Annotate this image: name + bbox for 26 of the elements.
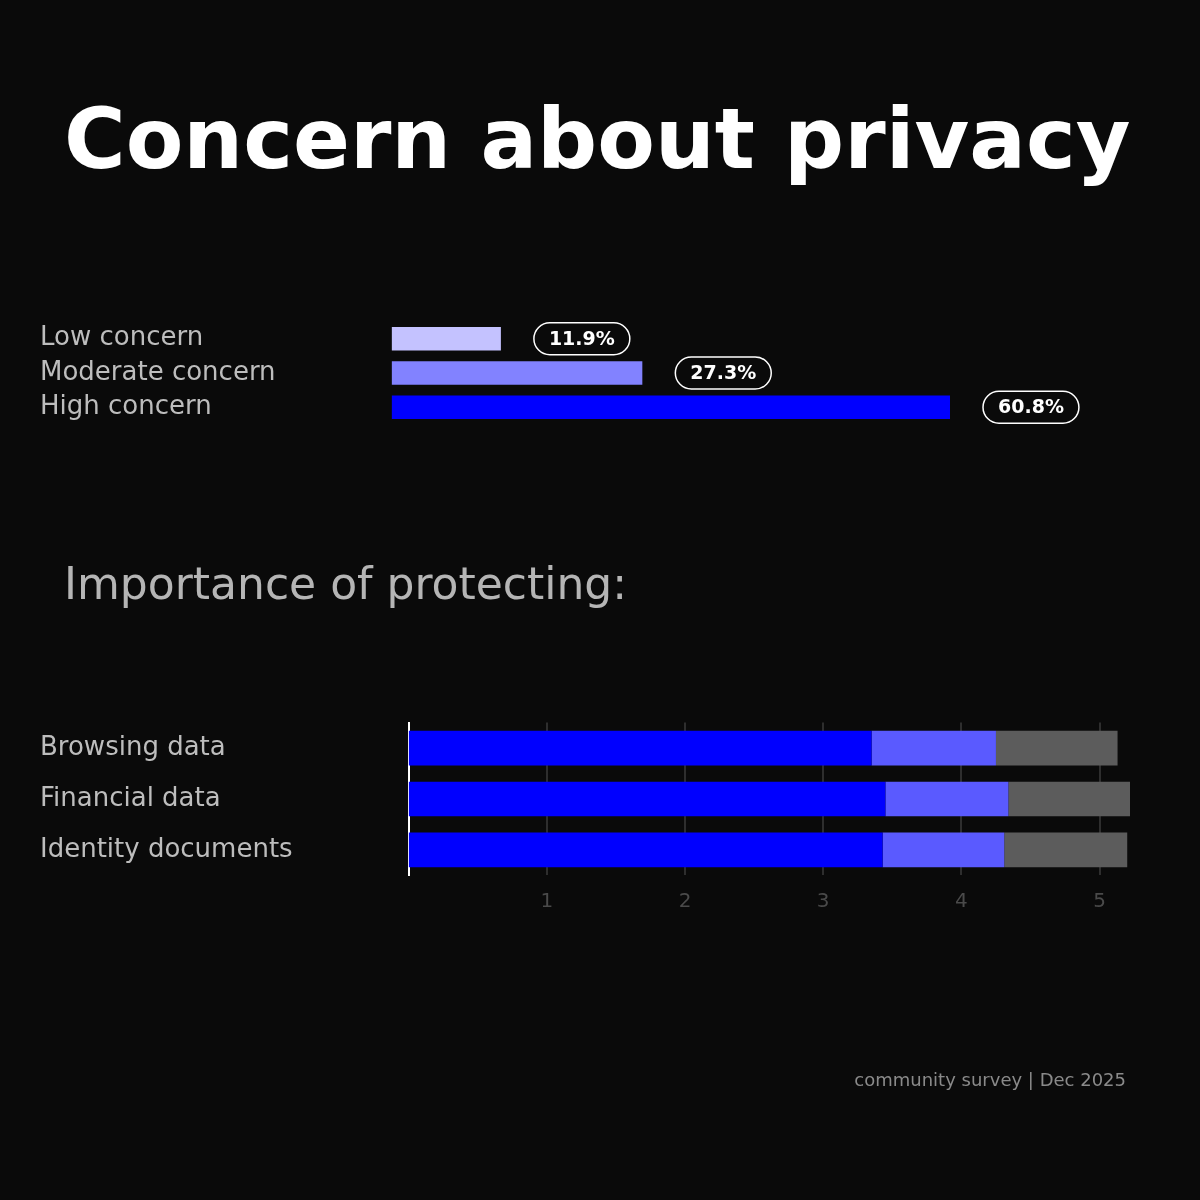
data-label: 27.3%: [690, 360, 757, 383]
x-tick-label: 5: [1093, 887, 1106, 912]
bar: [871, 730, 996, 766]
text: community survey | Dec 2025: [853, 1069, 1126, 1090]
x-tick-label: 4: [955, 887, 968, 912]
bar: [408, 781, 886, 817]
category-label: Browsing data: [40, 730, 226, 761]
bar: [408, 832, 883, 868]
bar: [408, 730, 872, 766]
data-label: 60.8%: [998, 395, 1064, 418]
x-tick-label: 3: [816, 887, 830, 912]
bar: [1008, 781, 1130, 817]
x-tick-label: 1: [540, 887, 554, 912]
y-tick-label: Moderate concern: [40, 355, 276, 386]
data-label: 11.9%: [548, 326, 615, 349]
x-tick-label: 2: [678, 887, 692, 912]
y-tick-label: Low concern: [40, 321, 204, 352]
category-label: Identity documents: [40, 832, 293, 863]
category-label: Financial data: [40, 781, 221, 812]
bar: [882, 832, 1005, 868]
chart-title: Importance of protecting:: [64, 558, 629, 609]
bar: [995, 730, 1118, 766]
chart-title: Concern about privacy: [64, 90, 1132, 188]
y-tick-label: High concern: [40, 390, 212, 421]
bar: [885, 781, 1009, 817]
bar: [1004, 832, 1128, 868]
